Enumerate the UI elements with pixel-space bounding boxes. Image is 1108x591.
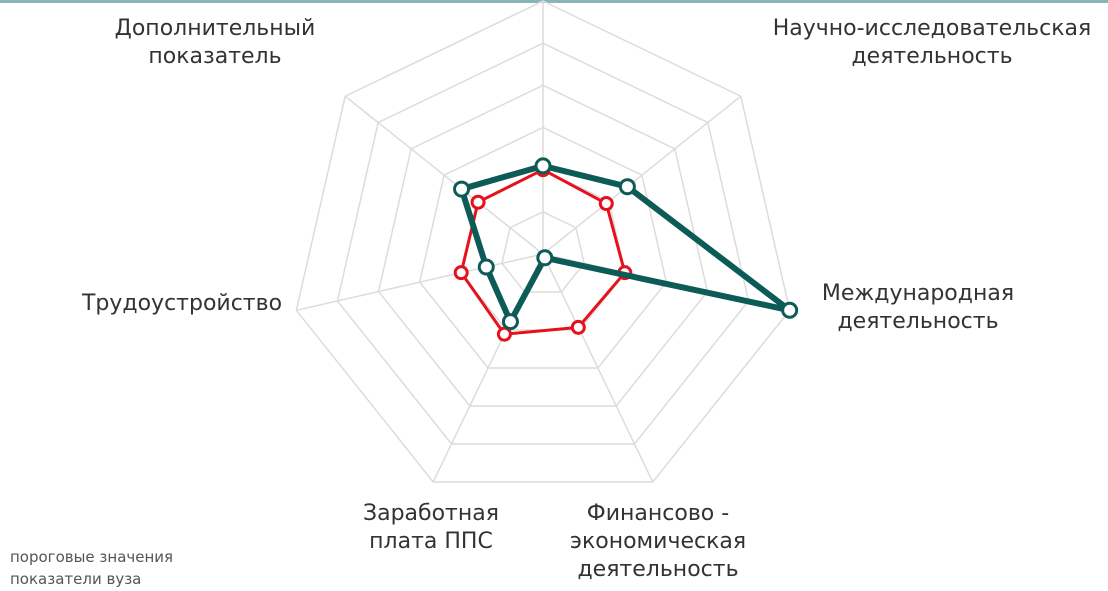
data-point xyxy=(453,265,469,281)
data-point xyxy=(477,258,495,276)
grid-ring xyxy=(377,84,709,407)
axis-spoke xyxy=(542,253,654,483)
grid-ring xyxy=(295,0,791,483)
data-point xyxy=(453,180,471,198)
data-point xyxy=(501,313,519,331)
category-label: Международная деятельность xyxy=(822,281,1014,334)
top-border xyxy=(0,0,1108,3)
series-line xyxy=(459,168,627,336)
grid-ring xyxy=(418,126,668,369)
legend-label: пороговые значения xyxy=(10,548,173,566)
data-point xyxy=(570,319,586,335)
axis-spoke xyxy=(344,95,544,255)
axis-spoke xyxy=(296,253,544,312)
category-label: Финансово -экономическая деятельность xyxy=(570,501,746,582)
data-point xyxy=(496,326,512,342)
data-point xyxy=(536,249,554,267)
data-point xyxy=(598,196,614,212)
data-point xyxy=(534,157,552,175)
category-label: Научно-исследовательская деятельность xyxy=(773,16,1092,69)
grid-ring xyxy=(336,42,750,445)
legend-label: показатели вуза xyxy=(10,570,141,588)
category-label: Трудоустройство xyxy=(81,291,282,316)
series-line xyxy=(458,162,793,325)
axis-spoke xyxy=(542,95,742,255)
category-label: Дополнительный показатель xyxy=(115,16,316,69)
data-point xyxy=(470,194,486,210)
category-label: Заработная плата ППС xyxy=(363,501,499,554)
grid-ring xyxy=(501,211,585,293)
data-point xyxy=(781,301,799,319)
data-point xyxy=(618,178,636,196)
